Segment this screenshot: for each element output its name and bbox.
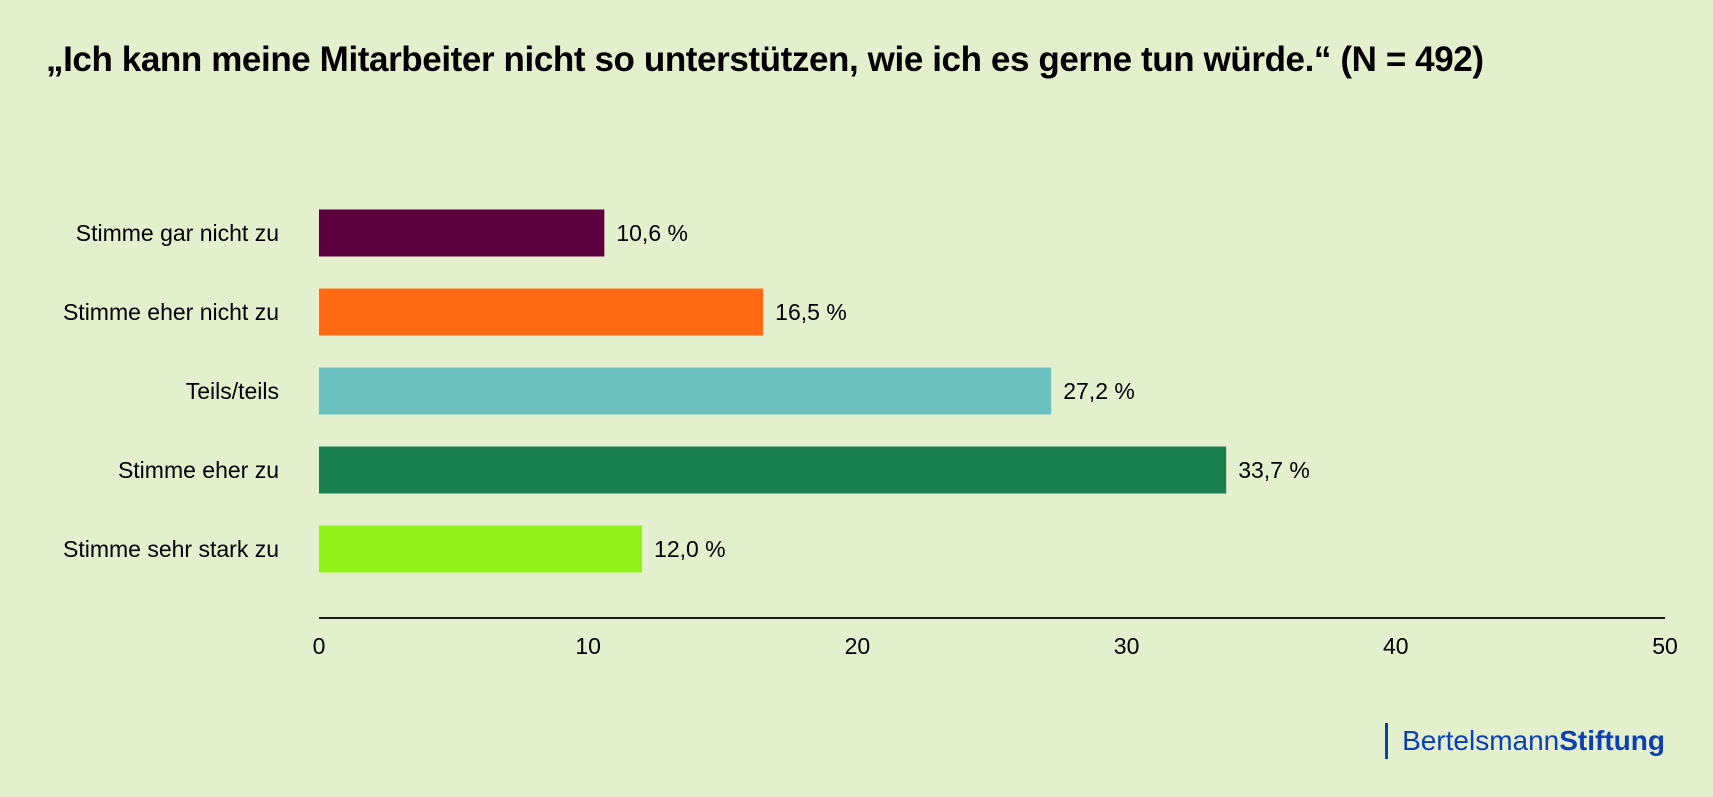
value-labels: 10,6 % 16,5 % 27,2 % 33,7 % 12,0 % — [616, 220, 1309, 562]
logo-text-bold: Stiftung — [1559, 725, 1665, 756]
logo-bar-mark — [1385, 723, 1389, 759]
category-label-2: Teils/teils — [186, 378, 279, 404]
value-label-2: 27,2 % — [1063, 378, 1135, 404]
x-tick-label-5: 50 — [1652, 633, 1678, 659]
x-tick-label-4: 40 — [1383, 633, 1409, 659]
chart-title: „Ich kann meine Mitarbeiter nicht so unt… — [46, 40, 1484, 79]
category-label-1: Stimme eher nicht zu — [63, 299, 279, 325]
x-tick-label-1: 10 — [575, 633, 601, 659]
bar-0 — [319, 209, 605, 257]
bar-4 — [319, 525, 643, 573]
value-label-1: 16,5 % — [775, 299, 847, 325]
value-label-3: 33,7 % — [1238, 457, 1310, 483]
logo-text-regular: Bertelsmann — [1402, 725, 1560, 756]
bar-1 — [319, 288, 764, 336]
x-tick-labels: 0 10 20 30 40 50 — [313, 633, 1678, 659]
x-tick-label-2: 20 — [845, 633, 871, 659]
bar-3 — [319, 446, 1227, 494]
category-label-0: Stimme gar nicht zu — [76, 220, 279, 246]
x-tick-label-0: 0 — [313, 633, 326, 659]
value-label-0: 10,6 % — [616, 220, 688, 246]
category-label-4: Stimme sehr stark zu — [63, 536, 279, 562]
category-labels: Stimme gar nicht zu Stimme eher nicht zu T… — [63, 220, 279, 562]
bars-group — [319, 209, 1227, 573]
category-label-3: Stimme eher zu — [118, 457, 279, 483]
x-tick-label-3: 30 — [1114, 633, 1140, 659]
value-label-4: 12,0 % — [654, 536, 726, 562]
bar-2 — [319, 367, 1052, 415]
bertelsmann-stiftung-logo: Bertelsmann Stiftung — [1385, 723, 1665, 759]
